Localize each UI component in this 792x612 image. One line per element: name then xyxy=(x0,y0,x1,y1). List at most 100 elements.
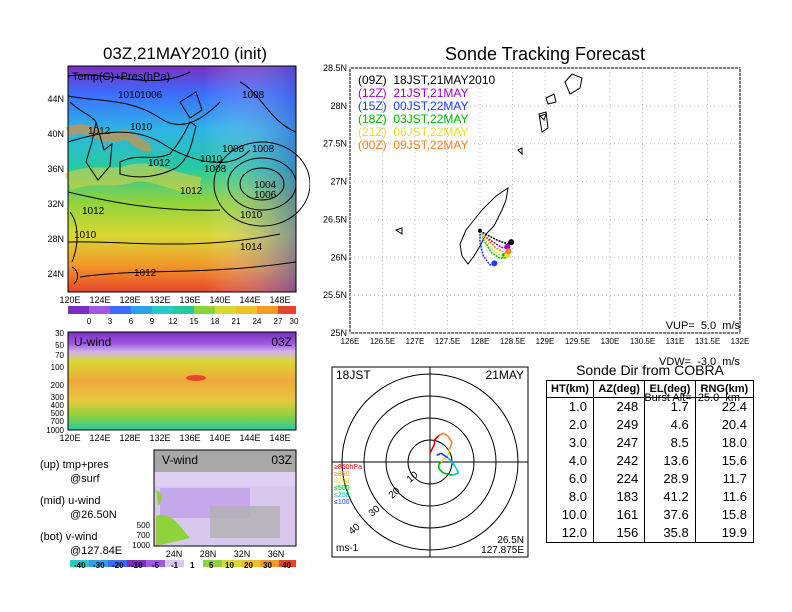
uwind-x-tick: 140E xyxy=(209,433,230,443)
table-cell: 183 xyxy=(592,488,646,506)
table-header: RNG(km) xyxy=(694,380,755,398)
isobar-label: 1012 xyxy=(82,206,105,217)
vwind-x-tick: 36N xyxy=(268,549,285,559)
vwind-x-tick: 24N xyxy=(166,549,183,559)
legend-up-line1: (up) tmp+pres xyxy=(40,459,109,471)
table-cell: 12.0 xyxy=(546,524,594,543)
vwind-colorbar-ticks: -40 -30 -20 -10 -5 -1 1 5 10 20 30 40 xyxy=(60,561,310,573)
pressure-label: ≤250 xyxy=(334,492,350,499)
isobar-label: 1012 xyxy=(134,268,157,279)
table-cell: 37.6 xyxy=(644,506,696,524)
vup-value: VUP= 5.0 m/s xyxy=(665,320,740,332)
vwind-x-tick: 32N xyxy=(234,549,251,559)
track-lon-tick: 129.5E xyxy=(565,337,590,346)
table-cell: 10.0 xyxy=(546,506,594,524)
hodograph-segment xyxy=(440,452,449,459)
legend-up-line2: @surf xyxy=(70,473,100,485)
colorbar-tick: 30 xyxy=(290,317,299,326)
table-cell: 1.7 xyxy=(644,397,696,416)
vwind-colorbar xyxy=(70,560,296,567)
hodograph-segment xyxy=(451,472,459,476)
lon-tick: 128E xyxy=(119,295,140,305)
table-header: HT(km) xyxy=(546,380,594,398)
sonde-tracking-chart: 28.5N 28N 27.5N 27N 26.5N 26N 25.5N 25N 126E 126… xyxy=(323,63,750,346)
lon-tick: 148E xyxy=(269,295,290,305)
vwind-cbar-tick: -30 xyxy=(93,561,105,570)
legend-bot-line1: (bot) v-wind xyxy=(40,531,98,543)
table-cell: 35.8 xyxy=(644,524,696,543)
vwind-cbar-tick: -1 xyxy=(171,561,179,570)
legend-bot-line2: @127.84E xyxy=(70,545,123,557)
hodograph-time: 18JST xyxy=(336,368,371,382)
track-lon-tick: 126.5E xyxy=(370,337,395,346)
hodograph-segment xyxy=(446,448,451,456)
track-lat-tick: 25.5N xyxy=(323,290,347,300)
colorbar-tick: 12 xyxy=(169,317,178,326)
colorbar-tick: 27 xyxy=(274,317,283,326)
table-cell: 6.0 xyxy=(546,470,594,488)
uwind-y-tick: 50 xyxy=(55,341,64,350)
pressure-label: ≥700 xyxy=(334,478,350,485)
track-lat-tick: 27.5N xyxy=(323,139,347,149)
hodograph-segment xyxy=(449,441,453,450)
table-cell: 28.9 xyxy=(644,470,696,488)
trajectory-line xyxy=(479,230,495,266)
track-lon-tick: 130.5E xyxy=(630,337,655,346)
table-header: EL(deg) xyxy=(644,380,696,398)
table-cell: 2.0 xyxy=(546,416,594,434)
hodograph-segment xyxy=(443,472,453,476)
hodograph-segment xyxy=(438,461,442,465)
table-cell: 1.0 xyxy=(546,397,594,416)
vwind-cbar-tick: 1 xyxy=(190,561,195,570)
pressure-label: ≥850hPa xyxy=(334,464,362,471)
uwind-y-tick: 300 xyxy=(51,393,65,402)
isobar-label: 1010 xyxy=(200,154,223,165)
coastline xyxy=(394,73,583,265)
landing-point xyxy=(491,260,498,267)
landing-point xyxy=(504,243,511,250)
colorbar-tick: 24 xyxy=(253,317,262,326)
isobar-label: 1012 xyxy=(180,186,203,197)
track-lon-tick: 128.5E xyxy=(500,337,525,346)
launch-point xyxy=(478,228,482,233)
uwind-y-tick: 500 xyxy=(51,409,65,418)
isobar-label: 1014 xyxy=(240,242,263,253)
table-cell: 20.4 xyxy=(694,416,755,434)
vwind-x-tick: 28N xyxy=(200,549,217,559)
isobar-label: 1008 xyxy=(242,90,265,101)
tracking-legend-item: (15Z) 00JST,22MAY xyxy=(358,99,469,113)
track-lat-tick: 28.5N xyxy=(323,63,347,73)
hodograph-segment xyxy=(429,448,433,454)
tracking-legend-item: (12Z) 21JST,21MAY xyxy=(358,86,469,100)
landing-point xyxy=(508,239,515,246)
hodograph-segment xyxy=(438,468,444,474)
lat-tick: 40N xyxy=(47,129,64,139)
lon-tick: 136E xyxy=(179,295,200,305)
colorbar-tick: 3 xyxy=(108,317,113,326)
tracking-title: Sonde Tracking Forecast xyxy=(444,44,646,64)
track-lon-tick: 130E xyxy=(601,337,620,346)
hodograph-segment xyxy=(436,452,442,457)
pressure-label: ≥850 xyxy=(334,471,350,478)
uwind-x-tick: 132E xyxy=(149,433,170,443)
trajectory-line xyxy=(479,230,508,259)
table-cell: 247 xyxy=(592,434,646,452)
temperature-colorbar xyxy=(68,306,296,314)
table-row: 2.0 249 4.6 20.4 xyxy=(546,416,755,434)
table-cell: 3.0 xyxy=(546,434,594,452)
track-lat-tick: 26.5N xyxy=(323,214,347,224)
uwind-x-tick: 124E xyxy=(89,433,110,443)
hodograph-lat: 26.5N xyxy=(497,535,524,546)
uwind-x-tick: 128E xyxy=(119,433,140,443)
hodograph-unit: ms-1 xyxy=(336,543,359,554)
track-lon-tick: 127E xyxy=(406,337,425,346)
colorbar-tick: 9 xyxy=(150,317,155,326)
uwind-y-tick: 400 xyxy=(51,401,65,410)
table-cell: 248 xyxy=(592,397,646,416)
hodograph-segment xyxy=(440,459,444,463)
colorbar-tick: 18 xyxy=(211,317,220,326)
uwind-x-tick: 148E xyxy=(269,433,290,443)
map-panel-title: 03Z,21MAY2010 (init) xyxy=(102,44,268,63)
uwind-y-tick: 700 xyxy=(51,417,65,426)
track-lon-tick: 132E xyxy=(731,337,750,346)
